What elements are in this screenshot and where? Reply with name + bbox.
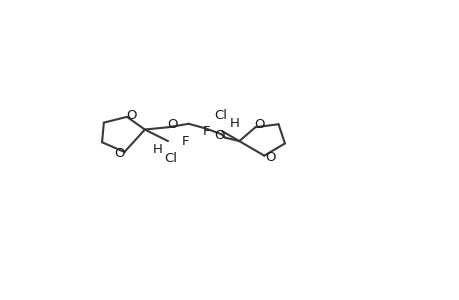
Text: O: O [214, 129, 224, 142]
Text: O: O [265, 151, 275, 164]
Text: O: O [114, 147, 125, 160]
Text: H: H [153, 143, 162, 156]
Text: O: O [167, 118, 178, 131]
Text: F: F [202, 125, 210, 138]
Text: Cl: Cl [164, 152, 177, 165]
Text: F: F [182, 135, 189, 148]
Text: O: O [126, 109, 137, 122]
Text: Cl: Cl [214, 109, 227, 122]
Text: H: H [230, 117, 240, 130]
Text: O: O [254, 118, 265, 131]
